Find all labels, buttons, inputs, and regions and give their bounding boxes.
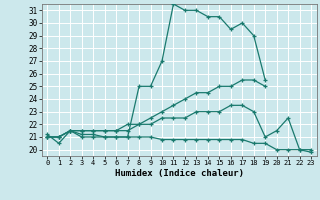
X-axis label: Humidex (Indice chaleur): Humidex (Indice chaleur) [115, 169, 244, 178]
